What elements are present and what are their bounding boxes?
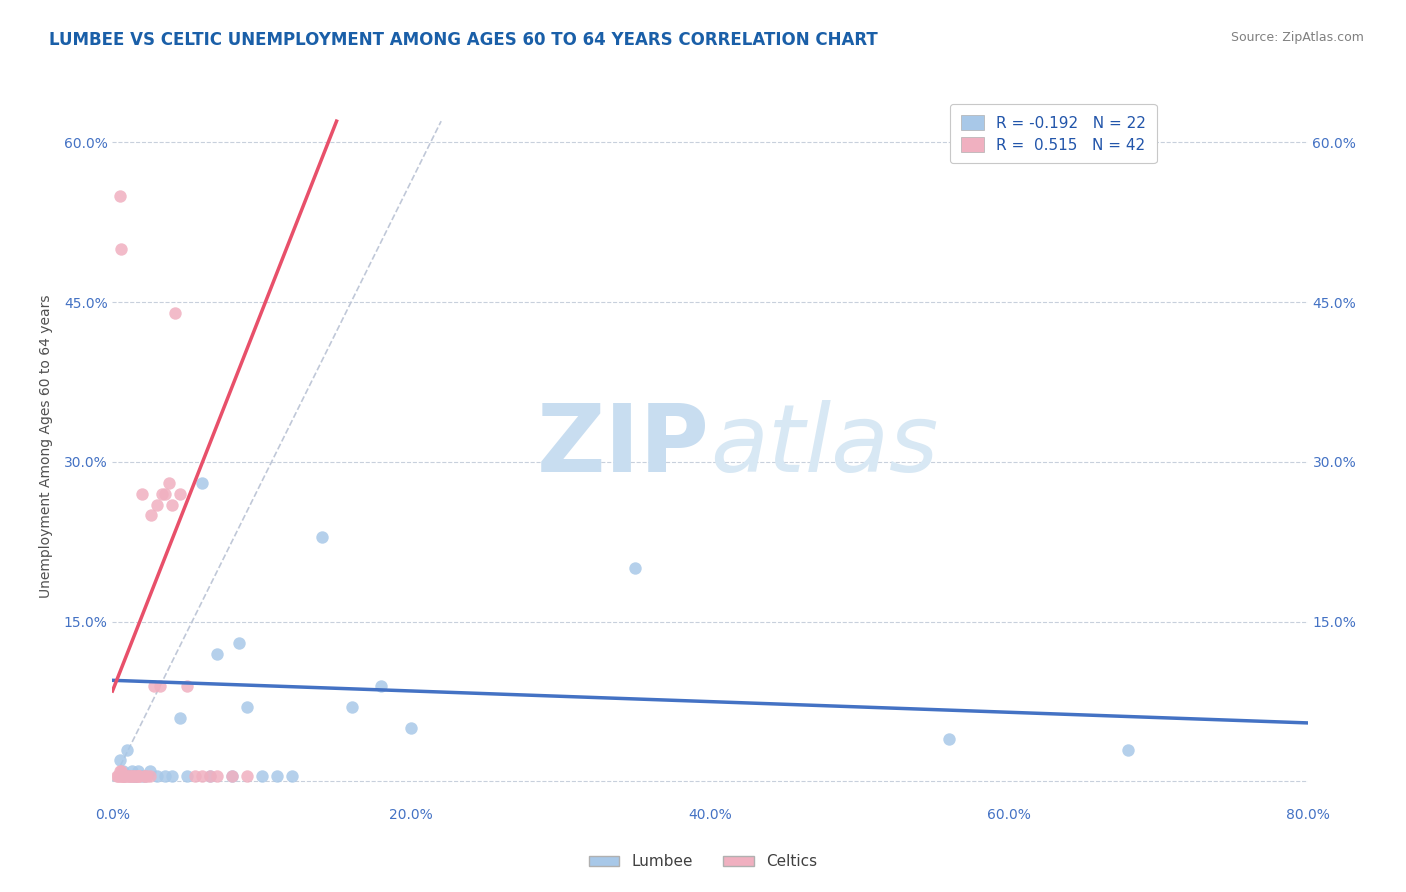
- Point: [176, 679, 198, 693]
- Point: [114, 769, 135, 783]
- Point: [169, 710, 191, 724]
- Point: [120, 769, 142, 783]
- Point: [108, 753, 131, 767]
- Point: [624, 561, 647, 575]
- Point: [205, 647, 228, 661]
- Point: [236, 769, 259, 783]
- Legend: Lumbee, Celtics: Lumbee, Celtics: [582, 848, 824, 875]
- Point: [115, 769, 138, 783]
- Point: [127, 764, 149, 778]
- Point: [250, 769, 273, 783]
- Point: [108, 769, 131, 783]
- Point: [125, 769, 148, 783]
- Point: [111, 769, 134, 783]
- Point: [110, 242, 132, 256]
- Point: [162, 498, 183, 512]
- Text: ZIP: ZIP: [537, 400, 710, 492]
- Point: [157, 476, 180, 491]
- Point: [117, 769, 139, 783]
- Point: [110, 764, 132, 778]
- Y-axis label: Unemployment Among Ages 60 to 64 years: Unemployment Among Ages 60 to 64 years: [38, 294, 52, 598]
- Point: [150, 487, 173, 501]
- Point: [122, 769, 145, 783]
- Point: [134, 769, 156, 783]
- Point: [124, 769, 146, 783]
- Point: [370, 679, 392, 693]
- Point: [110, 769, 132, 783]
- Point: [191, 476, 214, 491]
- Point: [311, 529, 333, 543]
- Point: [183, 769, 205, 783]
- Point: [162, 769, 183, 783]
- Point: [198, 769, 221, 783]
- Point: [205, 769, 228, 783]
- Point: [191, 769, 214, 783]
- Point: [121, 769, 143, 783]
- Point: [124, 769, 146, 783]
- Point: [131, 487, 153, 501]
- Point: [139, 764, 162, 778]
- Point: [141, 508, 163, 523]
- Point: [117, 742, 139, 756]
- Point: [121, 764, 143, 778]
- Point: [169, 487, 191, 501]
- Point: [114, 769, 135, 783]
- Point: [127, 769, 149, 783]
- Point: [198, 769, 221, 783]
- Point: [125, 769, 148, 783]
- Point: [340, 700, 363, 714]
- Point: [153, 487, 176, 501]
- Point: [134, 769, 156, 783]
- Point: [176, 769, 198, 783]
- Point: [128, 769, 150, 783]
- Point: [118, 769, 141, 783]
- Point: [228, 636, 250, 650]
- Text: LUMBEE VS CELTIC UNEMPLOYMENT AMONG AGES 60 TO 64 YEARS CORRELATION CHART: LUMBEE VS CELTIC UNEMPLOYMENT AMONG AGES…: [49, 31, 877, 49]
- Point: [128, 769, 150, 783]
- Text: atlas: atlas: [710, 401, 938, 491]
- Point: [131, 769, 153, 783]
- Point: [1118, 742, 1140, 756]
- Point: [139, 769, 162, 783]
- Legend: R = -0.192   N = 22, R =  0.515   N = 42: R = -0.192 N = 22, R = 0.515 N = 42: [950, 104, 1157, 163]
- Point: [108, 764, 131, 778]
- Point: [132, 769, 155, 783]
- Point: [108, 188, 131, 202]
- Point: [122, 769, 145, 783]
- Point: [105, 769, 128, 783]
- Point: [401, 721, 423, 735]
- Point: [281, 769, 304, 783]
- Point: [149, 679, 172, 693]
- Point: [107, 769, 129, 783]
- Point: [236, 700, 259, 714]
- Point: [153, 769, 176, 783]
- Point: [111, 769, 134, 783]
- Point: [111, 764, 134, 778]
- Text: Source: ZipAtlas.com: Source: ZipAtlas.com: [1230, 31, 1364, 45]
- Point: [938, 731, 960, 746]
- Point: [221, 769, 243, 783]
- Point: [146, 769, 169, 783]
- Point: [221, 769, 243, 783]
- Point: [120, 769, 142, 783]
- Point: [143, 679, 166, 693]
- Point: [165, 306, 187, 320]
- Point: [135, 769, 157, 783]
- Point: [266, 769, 288, 783]
- Point: [146, 498, 169, 512]
